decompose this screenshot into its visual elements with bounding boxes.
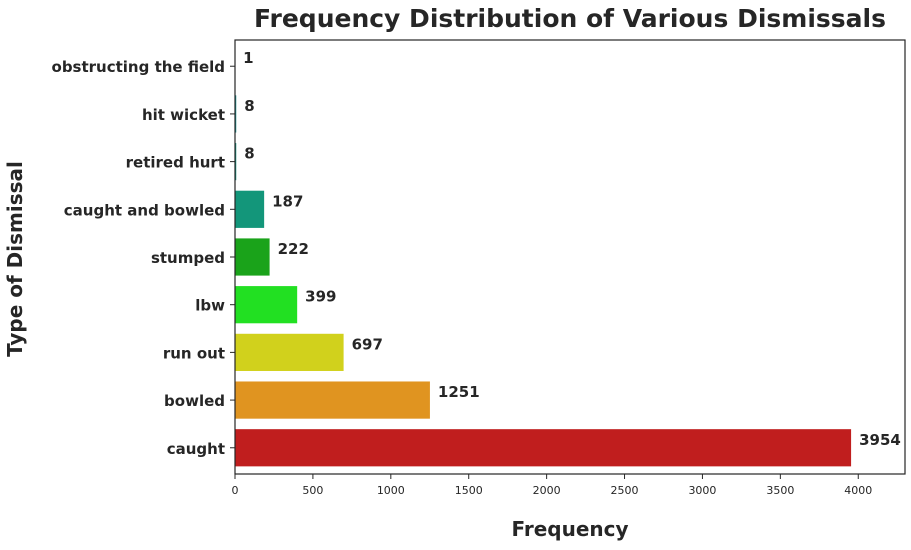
bar xyxy=(235,381,430,418)
chart-title: Frequency Distribution of Various Dismis… xyxy=(254,4,886,33)
data-label: 8 xyxy=(244,145,254,163)
x-tick-label: 3500 xyxy=(766,484,794,497)
bar xyxy=(235,429,851,466)
y-tick-labels: obstructing the field hit wicket retired h… xyxy=(52,58,235,458)
x-tick-label: 2500 xyxy=(611,484,639,497)
bars-group xyxy=(235,48,851,467)
x-tick-label: 3000 xyxy=(688,484,716,497)
x-tick-label: 4000 xyxy=(844,484,872,497)
y-tick-label: hit wicket xyxy=(142,106,225,124)
y-tick-label: caught xyxy=(167,440,225,458)
y-axis-label: Type of Dismissal xyxy=(3,161,27,357)
bar xyxy=(235,286,297,323)
y-tick-label: stumped xyxy=(151,249,225,267)
x-axis-ticks: 0 500 1000 1500 2000 2500 3000 3500 4000 xyxy=(232,474,873,497)
data-label: 3954 xyxy=(859,431,901,449)
data-label: 697 xyxy=(352,335,383,353)
bar xyxy=(235,238,270,275)
bar xyxy=(235,191,264,228)
y-tick-label: obstructing the field xyxy=(52,58,225,76)
data-label: 1251 xyxy=(438,383,480,401)
data-label: 8 xyxy=(244,97,254,115)
x-axis-label: Frequency xyxy=(511,517,628,541)
y-tick-label: bowled xyxy=(164,392,225,410)
x-tick-label: 500 xyxy=(302,484,323,497)
x-tick-label: 2000 xyxy=(533,484,561,497)
data-label: 222 xyxy=(278,240,309,258)
y-tick-label: caught and bowled xyxy=(64,201,225,219)
data-label: 187 xyxy=(272,192,303,210)
x-tick-label: 1500 xyxy=(455,484,483,497)
y-tick-label: run out xyxy=(163,344,225,362)
y-tick-label: lbw xyxy=(195,297,225,315)
y-tick-label: retired hurt xyxy=(126,154,225,172)
x-tick-label: 1000 xyxy=(377,484,405,497)
data-label: 399 xyxy=(305,288,336,306)
x-tick-label: 0 xyxy=(232,484,239,497)
data-label: 1 xyxy=(243,49,253,67)
bar xyxy=(235,334,344,371)
